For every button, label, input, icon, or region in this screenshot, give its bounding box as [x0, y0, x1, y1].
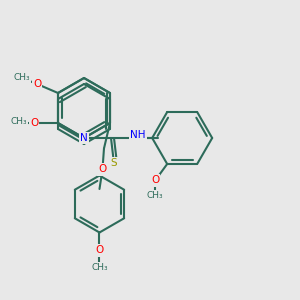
Text: CH₃: CH₃: [11, 117, 27, 126]
Text: CH₃: CH₃: [91, 262, 108, 272]
Text: O: O: [95, 245, 104, 256]
Text: O: O: [33, 79, 41, 89]
Text: N: N: [80, 133, 88, 143]
Text: S: S: [111, 158, 117, 169]
Text: O: O: [30, 118, 38, 128]
Text: CH₃: CH₃: [147, 191, 164, 200]
Text: CH₃: CH₃: [14, 74, 30, 82]
Text: O: O: [151, 176, 159, 185]
Text: O: O: [98, 164, 106, 175]
Text: NH: NH: [130, 130, 146, 140]
